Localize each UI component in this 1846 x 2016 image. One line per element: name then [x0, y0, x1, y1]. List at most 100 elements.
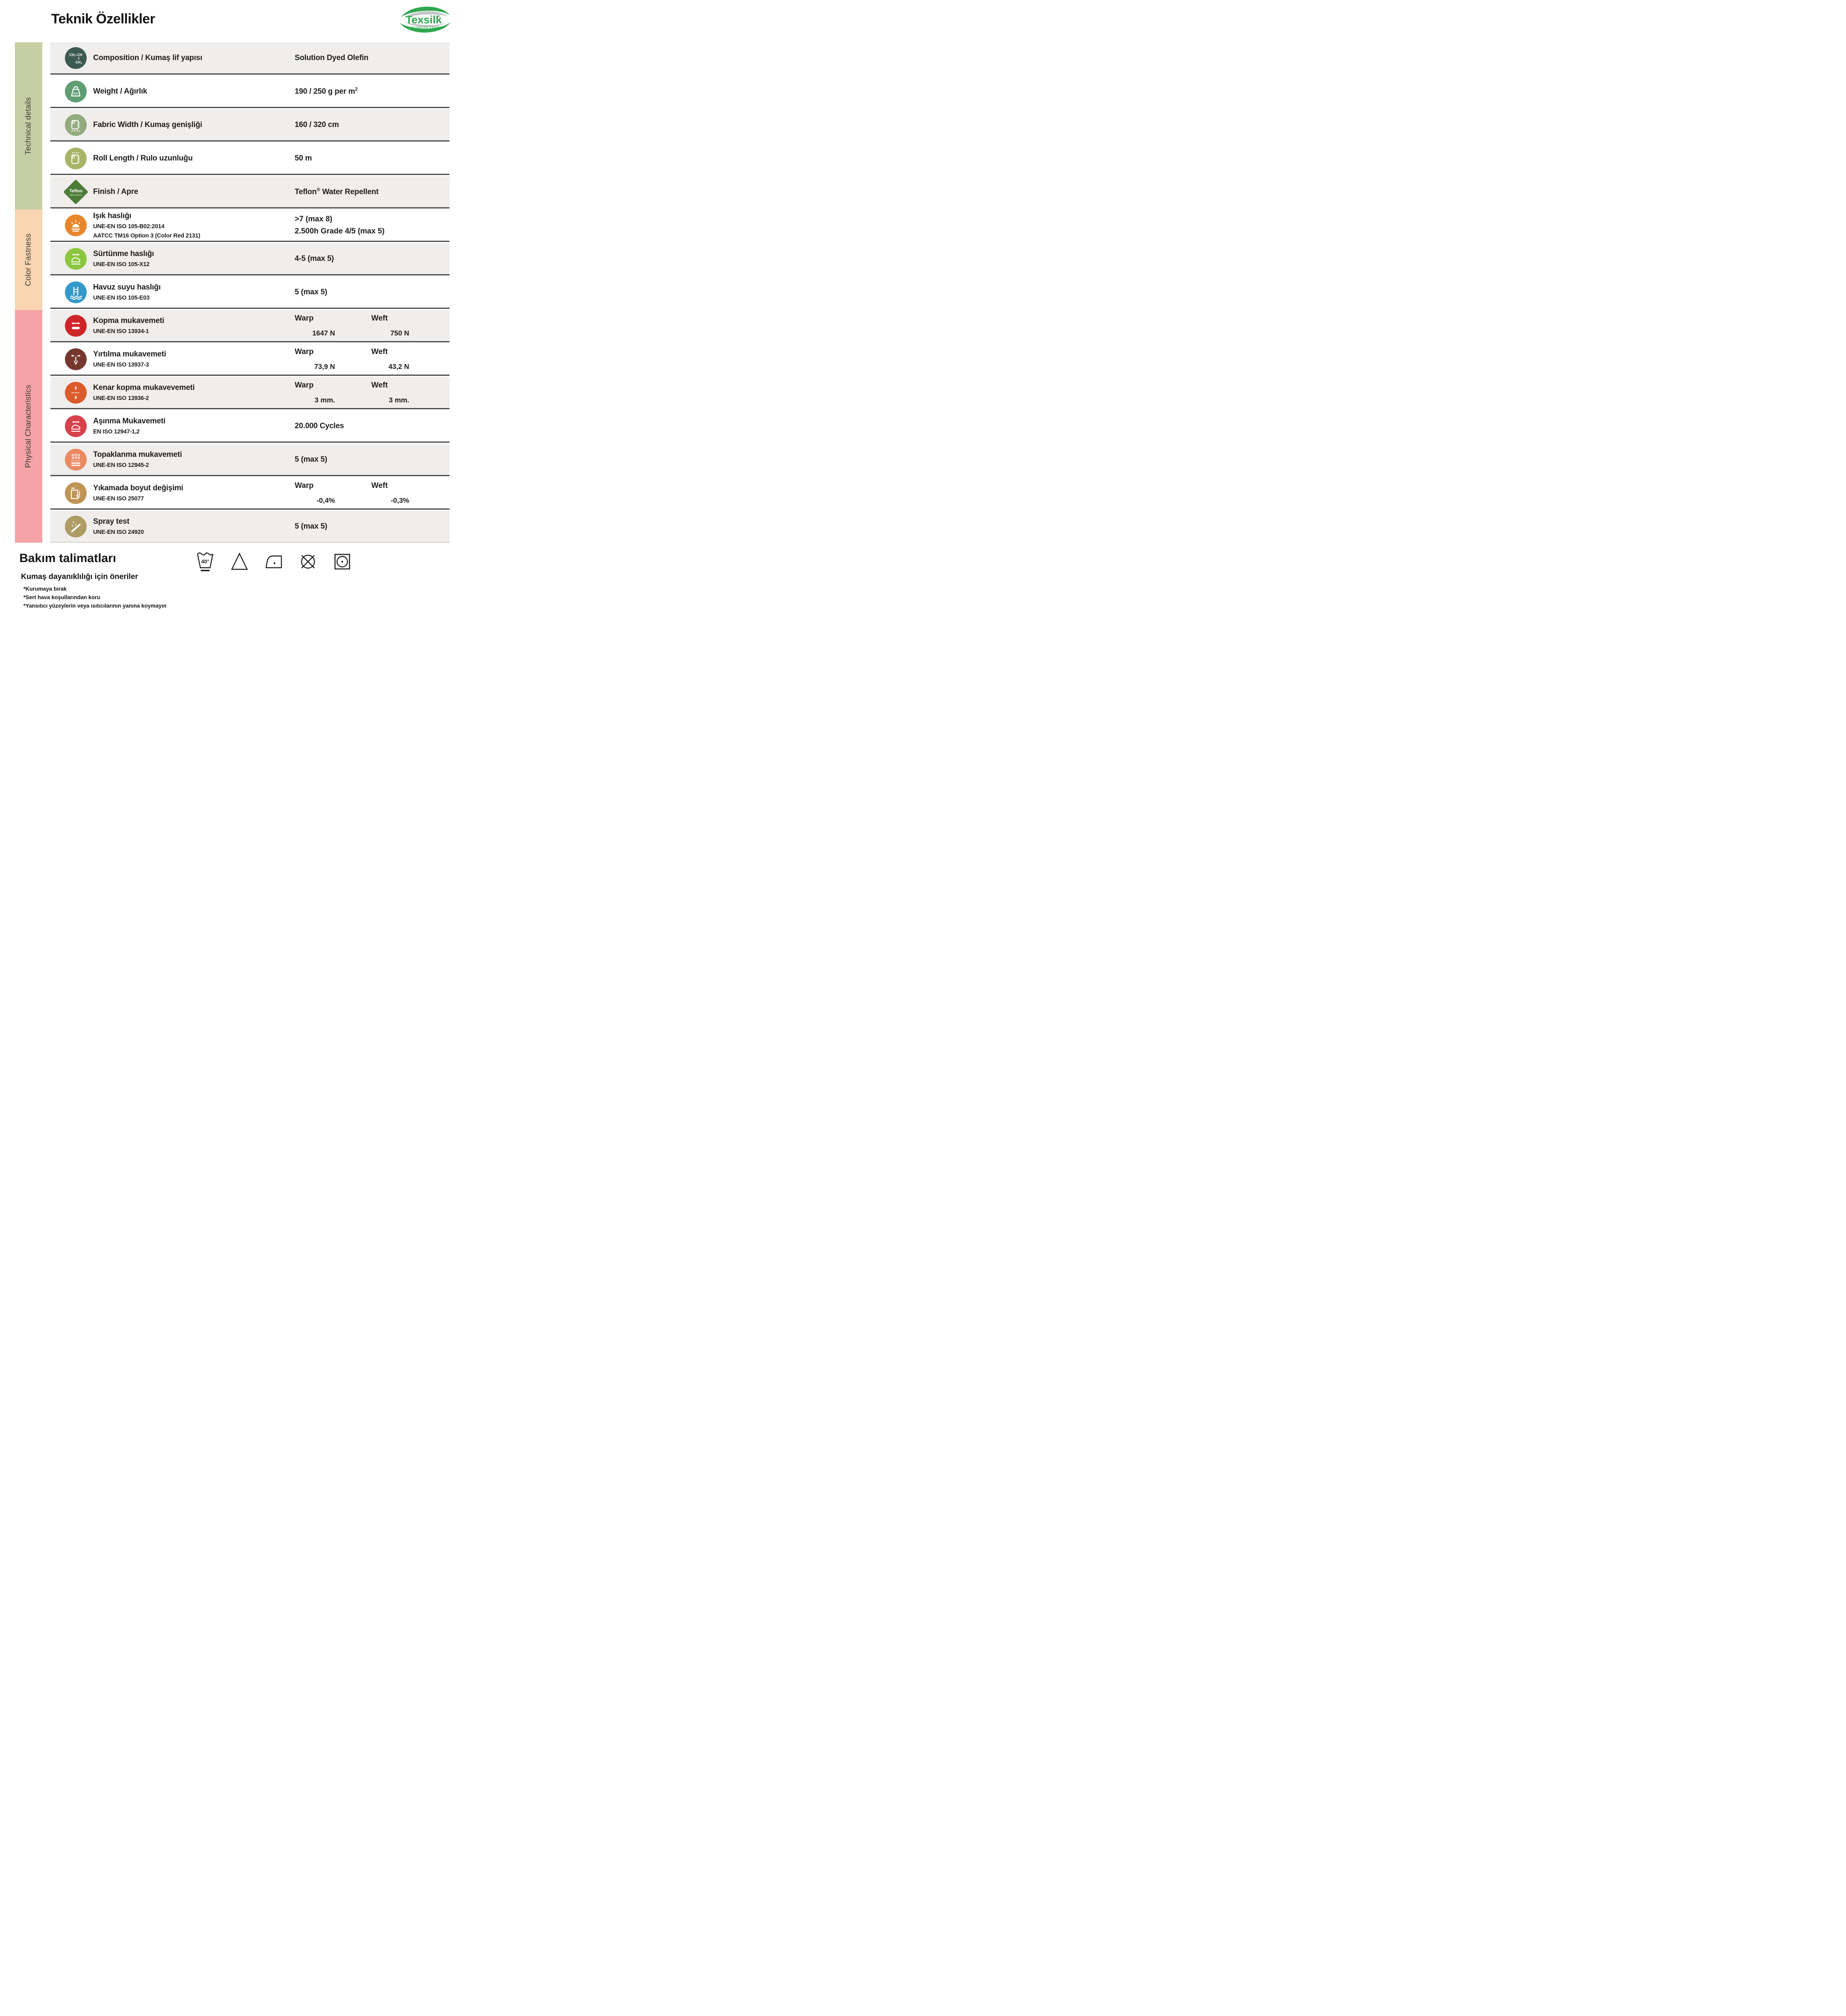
row-label: Topaklanma mukavemeti [93, 450, 182, 459]
warp-header: Warp [295, 381, 314, 389]
shrinkage-icon [65, 482, 87, 504]
row-label: Kenar kopma mukavevemeti [93, 383, 195, 392]
row-standard: UNE-EN ISO 105-E03 [93, 295, 150, 301]
tensile-strength-icon [65, 314, 87, 337]
row-value: 5 (max 5) [295, 287, 327, 296]
logo-bottom-swoosh [400, 22, 451, 33]
row-label: Yıkamada boyut değişimi [93, 484, 183, 492]
category-sidebar: Technical details Color Fastness Physica… [15, 42, 42, 543]
care-note: *Kurumaya bırak [23, 586, 67, 592]
care-subtitle: Kumaş dayanıklılığı için öneriler [21, 573, 138, 581]
logo-tagline: OUTDOOR FABRICS [411, 26, 445, 29]
sidebar-label: Technical details [24, 97, 33, 155]
care-title: Bakım talimatları [19, 552, 117, 565]
polymer-formula-icon: CH₂-CH CH₃ [65, 47, 87, 69]
row-standard: UNE-EN ISO 105-B02:2014 [93, 223, 164, 230]
weft-header: Weft [371, 381, 388, 389]
logo-brand-text: Texsilk [406, 14, 442, 26]
row-label: Havuz suyu haslığı [93, 283, 161, 292]
do-not-dry-clean-icon [301, 554, 315, 569]
care-note: *Yansıtıcı yüzeylerin veya ısıtıcılarını… [23, 603, 166, 609]
row-label: Finish / Apre [93, 187, 138, 196]
rubbing-icon [65, 248, 87, 270]
svg-text:40°: 40° [201, 558, 209, 564]
care-note: *Sert hava koşullarından koru [23, 594, 100, 600]
row-label: Weight / Ağırlık [93, 87, 148, 96]
row-value: >7 (max 8) [295, 215, 333, 223]
row-standard: UNE-EN ISO 13934-1 [93, 328, 149, 335]
spec-row-pilling-resistance: Topaklanma mukavemeti UNE-EN ISO 12945-2… [50, 444, 450, 476]
fabric-width-icon [65, 114, 87, 136]
row-value: 20.000 Cycles [295, 421, 344, 430]
page-title: Teknik Özellikler [51, 11, 155, 27]
row-value: 190 / 250 g per m2 [295, 86, 358, 96]
spec-row-composition: CH₂-CH CH₃ Composition / Kumaş lif yapıs… [50, 42, 450, 75]
row-label: Fabric Width / Kumaş genişliği [93, 120, 202, 129]
datasheet-page: Teknik Özellikler Texsilk ® OUTDOOR FABR… [0, 0, 462, 622]
spec-row-tear-strength: Yırtılma mukavemeti UNE-EN ISO 13937-3 W… [50, 344, 450, 376]
spec-row-finish: Teflon fabric protector Finish / Apre Tef… [50, 176, 450, 208]
row-value: Teflon® Water Repellent [295, 187, 379, 196]
row-standard: UNE-EN ISO 13937-3 [93, 362, 149, 368]
row-label: Spray test [93, 517, 129, 526]
row-label: Kopma mukavemeti [93, 317, 164, 325]
spec-row-wash-dimension-change: Yıkamada boyut değişimi UNE-EN ISO 25077… [50, 477, 450, 510]
row-value: 5 (max 5) [295, 522, 327, 531]
warp-header: Warp [295, 347, 314, 356]
row-standard: AATCC TM16 Option 3 (Color Red 2131) [93, 232, 200, 239]
roll-length-icon [65, 147, 87, 169]
row-label: Yırtılma mukavemeti [93, 350, 166, 358]
row-value: 50 m [295, 154, 312, 162]
row-label: Işık haslığı [93, 211, 131, 220]
warp-value: -0,4% [316, 496, 335, 504]
bleach-triangle-icon [231, 552, 248, 570]
row-standard: UNE-EN ISO 105-X12 [93, 261, 150, 268]
pool-ladder-icon [65, 281, 87, 303]
seam-slippage-icon [65, 381, 87, 404]
weft-value: 3 mm. [389, 396, 409, 404]
svg-text:KG: KG [74, 92, 78, 95]
iron-low-icon [265, 555, 282, 569]
tear-strength-icon [65, 348, 87, 370]
logo-bottom-gray [404, 22, 446, 27]
svg-text:CH₃: CH₃ [75, 60, 82, 64]
weft-header: Weft [371, 347, 388, 356]
spec-row-fabric-width: Fabric Width / Kumaş genişliği 160 / 320… [50, 109, 450, 142]
sidebar-label: Color Fastness [24, 233, 33, 286]
row-label: Sürtünme haslığı [93, 250, 154, 258]
logo-registered-mark: ® [438, 15, 440, 18]
weight-kg-icon: KG [65, 80, 87, 102]
row-standard: UNE-EN ISO 13936-2 [93, 395, 149, 402]
warp-value: 3 mm. [314, 396, 335, 404]
texsilk-logo: Texsilk ® OUTDOOR FABRICS [400, 6, 451, 33]
spec-row-rubbing-fastness: Sürtünme haslığı UNE-EN ISO 105-X12 4-5 … [50, 243, 450, 275]
spec-row-light-fastness: Işık haslığı UNE-EN ISO 105-B02:2014 AAT… [50, 210, 450, 242]
sidebar-section-color-fastness: Color Fastness [15, 210, 42, 310]
tumble-dry-icon [334, 554, 350, 570]
row-standard: EN ISO 12947-1,2 [93, 429, 140, 435]
row-standard: UNE-EN ISO 12945-2 [93, 462, 149, 469]
row-label: Aşınma Mukavemeti [93, 417, 166, 425]
row-value: Solution Dyed Olefin [295, 53, 368, 62]
row-label: Roll Length / Rulo uzunluğu [93, 154, 193, 162]
spec-row-abrasion-resistance: Aşınma Mukavemeti EN ISO 12947-1,2 20.00… [50, 410, 450, 443]
warp-header: Warp [295, 481, 314, 490]
spec-row-pool-water-fastness: Havuz suyu haslığı UNE-EN ISO 105-E03 5 … [50, 277, 450, 309]
spec-row-seam-slippage: Kenar kopma mukavevemeti UNE-EN ISO 1393… [50, 377, 450, 409]
row-standard: UNE-EN ISO 24920 [93, 529, 144, 535]
row-standard: UNE-EN ISO 25077 [93, 496, 144, 502]
sidebar-label: Physical Characteristics [24, 385, 33, 468]
svg-text:CH₂-CH: CH₂-CH [69, 53, 82, 57]
spec-row-tensile-strength: Kopma mukavemeti UNE-EN ISO 13934-1 Warp… [50, 310, 450, 342]
logo-top-swoosh [401, 6, 450, 17]
spray-icon [65, 515, 87, 537]
weft-header: Weft [371, 314, 388, 323]
warp-value: 73,9 N [314, 362, 335, 371]
teflon-icon-text: Teflon [69, 188, 83, 194]
row-label: Composition / Kumaş lif yapısı [93, 53, 202, 62]
warp-value: 1647 N [312, 329, 335, 337]
sidebar-section-physical-characteristics: Physical Characteristics [15, 310, 42, 543]
weft-value: 750 N [390, 329, 409, 337]
spec-row-roll-length: Roll Length / Rulo uzunluğu 50 m [50, 143, 450, 175]
teflon-icon: Teflon fabric protector [63, 179, 89, 204]
